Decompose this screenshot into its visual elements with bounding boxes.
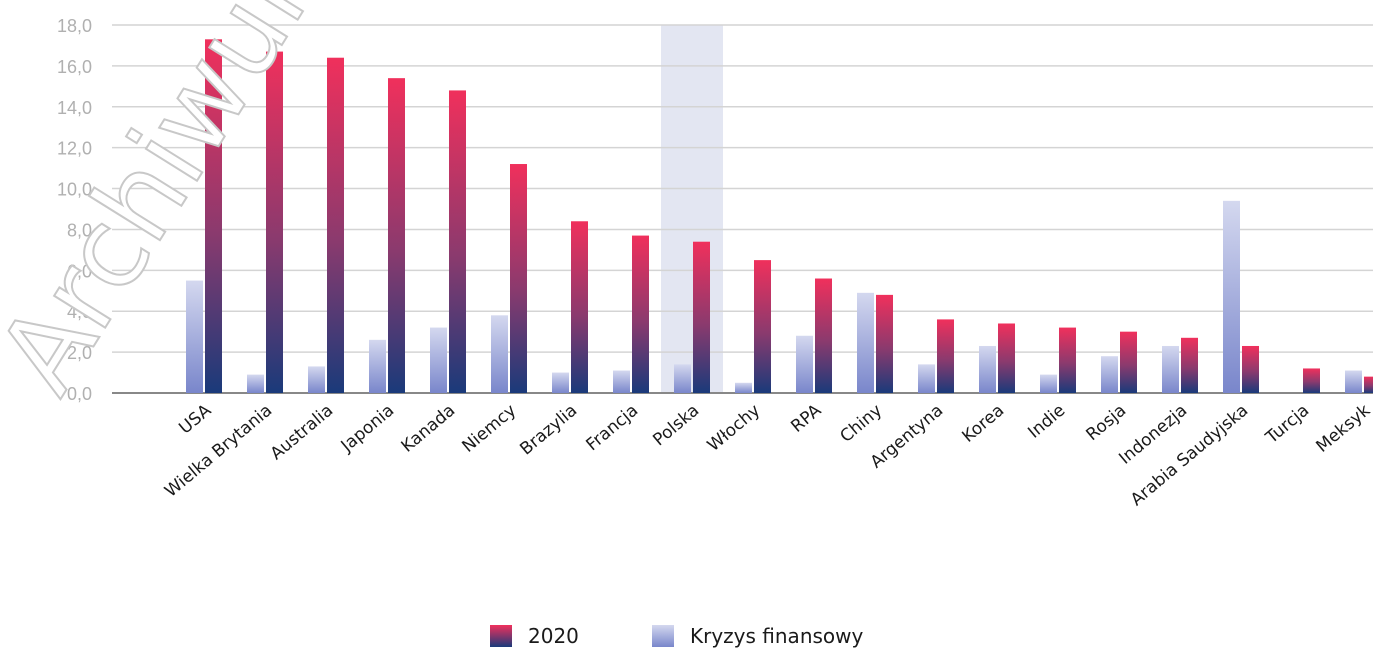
bar-kryzys-finansowy [369, 339, 386, 393]
y-tick-label: 0,0 [67, 384, 92, 404]
bar-kryzys-finansowy [674, 364, 691, 393]
y-tick-label: 2,0 [67, 343, 92, 363]
legend-swatch-kryzys [652, 625, 674, 647]
x-category-label: Polska [649, 401, 703, 451]
bar-kryzys-finansowy [735, 382, 752, 393]
bar-kryzys-finansowy [247, 374, 264, 393]
bar-kryzys-finansowy [1162, 345, 1179, 393]
y-tick-label: 6,0 [67, 261, 92, 281]
legend-swatch-2020 [490, 625, 512, 647]
highlight-band-polska [661, 25, 723, 393]
bar-kryzys-finansowy [430, 327, 447, 393]
x-category-label: Wielka Brytania [161, 401, 276, 502]
x-category-label: Turcja [1262, 401, 1314, 449]
bar-kryzys-finansowy [552, 372, 569, 393]
legend-label-2020: 2020 [528, 624, 579, 648]
bar-2020 [815, 278, 832, 393]
legend-item-kryzys: Kryzys finansowy [652, 624, 863, 648]
bar-2020 [327, 57, 344, 393]
bar-2020 [1364, 376, 1373, 393]
x-category-label: Niemcy [458, 401, 520, 457]
bar-2020 [937, 319, 954, 393]
bar-2020 [998, 323, 1015, 393]
bar-kryzys-finansowy [796, 335, 813, 393]
x-category-label: USA [175, 400, 215, 438]
bar-kryzys-finansowy [1101, 356, 1118, 393]
bar-kryzys-finansowy [857, 292, 874, 393]
legend: 2020 Kryzys finansowy [0, 624, 1373, 652]
legend-item-2020: 2020 [490, 624, 579, 648]
bar-kryzys-finansowy [1040, 374, 1057, 393]
bar-2020 [1242, 345, 1259, 393]
x-category-label: Kanada [398, 401, 460, 457]
bar-2020 [510, 164, 527, 393]
bar-2020 [449, 90, 466, 393]
bar-2020 [876, 294, 893, 393]
x-category-label: Korea [958, 401, 1008, 447]
y-tick-label: 16,0 [57, 57, 92, 77]
x-category-label: Japonia [337, 401, 399, 457]
bar-kryzys-finansowy [1345, 370, 1362, 393]
y-tick-label: 4,0 [67, 302, 92, 322]
bar-kryzys-finansowy [186, 280, 203, 393]
y-tick-label: 12,0 [57, 139, 92, 159]
y-tick-label: 18,0 [57, 16, 92, 36]
bar-2020 [693, 241, 710, 393]
bar-kryzys-finansowy [979, 345, 996, 393]
x-category-label: Włochy [704, 401, 765, 456]
x-category-label: Indie [1024, 401, 1069, 443]
bar-2020 [1059, 327, 1076, 393]
bar-2020 [266, 51, 283, 393]
bar-2020 [632, 235, 649, 393]
x-category-label: Chiny [836, 401, 886, 447]
bar-2020 [571, 221, 588, 393]
bar-kryzys-finansowy [613, 370, 630, 393]
bar-kryzys-finansowy [491, 315, 508, 393]
x-category-label: Francja [582, 401, 642, 456]
x-category-label: Brazylia [516, 401, 581, 460]
x-category-label: Rosja [1083, 401, 1131, 446]
y-tick-label: 10,0 [57, 180, 92, 200]
bar-kryzys-finansowy [308, 366, 325, 393]
x-category-label: Australia [267, 401, 337, 465]
y-tick-label: 8,0 [67, 220, 92, 240]
bar-2020 [1303, 368, 1320, 393]
legend-label-kryzys: Kryzys finansowy [690, 624, 864, 648]
bar-kryzys-finansowy [918, 364, 935, 393]
bar-2020 [754, 260, 771, 393]
x-category-label: RPA [787, 400, 825, 437]
bar-2020 [388, 78, 405, 394]
bar-kryzys-finansowy [1223, 200, 1240, 393]
y-tick-label: 14,0 [57, 98, 92, 118]
bar-2020 [1181, 337, 1198, 393]
bar-2020 [205, 39, 222, 394]
bar-2020 [1120, 331, 1137, 393]
x-category-label: Meksyk [1313, 400, 1373, 456]
